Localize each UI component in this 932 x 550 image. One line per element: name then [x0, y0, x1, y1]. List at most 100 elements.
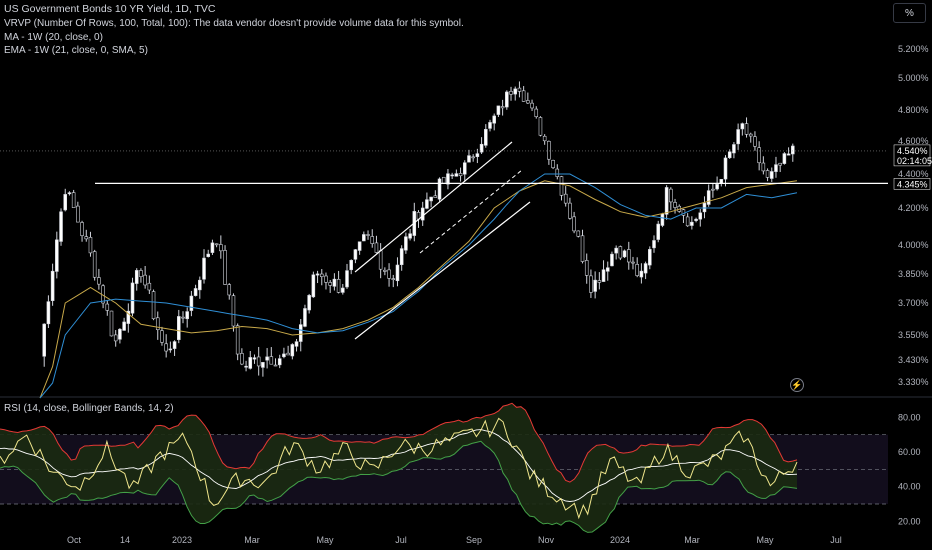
candle-body: [660, 213, 665, 226]
candle-body: [664, 187, 669, 215]
candle-body: [160, 330, 164, 343]
candle-body: [673, 202, 677, 208]
rsi-line: [0, 417, 798, 520]
price-tick-label: 3.330%: [898, 377, 929, 387]
candle-body: [370, 236, 375, 244]
candle-body: [429, 196, 433, 202]
price-tick-label: 3.700%: [898, 298, 929, 308]
candle-body: [227, 284, 232, 296]
candle-body: [198, 279, 202, 291]
candle-body: [147, 282, 152, 291]
rsi-tick-label: 40.00: [898, 482, 921, 492]
candle-body: [437, 178, 442, 200]
candle-body: [484, 129, 488, 146]
candle-body: [42, 323, 46, 357]
candle-body: [669, 188, 673, 203]
time-tick-label: Mar: [684, 535, 700, 545]
candle-body: [244, 365, 248, 368]
candle-body: [315, 273, 320, 276]
candle-body: [408, 233, 412, 239]
last-price-label: 02:14:05: [897, 156, 932, 166]
candle-body: [328, 282, 332, 286]
candle-body: [648, 249, 652, 266]
candle-body: [526, 100, 530, 104]
candle-body: [614, 247, 618, 254]
channel-mid-line: [419, 169, 523, 254]
percent-scale-button[interactable]: %: [893, 3, 926, 23]
rsi-lower-band: [0, 440, 798, 533]
lightning-icon[interactable]: ⚡: [790, 378, 804, 392]
time-tick-label: Jul: [395, 535, 407, 545]
candle-body: [500, 106, 505, 109]
candle-body: [462, 162, 467, 175]
candle-body: [517, 87, 522, 92]
time-tick-label: 2024: [610, 535, 630, 545]
candle-body: [732, 144, 736, 154]
candle-body: [551, 159, 555, 169]
time-tick-label: Nov: [538, 535, 555, 545]
vrvp-legend[interactable]: VRVP (Number Of Rows, 100, Total, 100): …: [4, 18, 464, 29]
candle-body: [580, 235, 585, 262]
candle-body: [652, 240, 656, 249]
candle-body: [80, 222, 84, 236]
candle-body: [395, 264, 400, 282]
ema-legend[interactable]: EMA - 1W (21, close, 0, SMA, 5): [4, 45, 148, 56]
candle-body: [273, 364, 278, 367]
candle-body: [92, 251, 97, 278]
candle-body: [488, 122, 492, 129]
candle-body: [126, 310, 131, 324]
price-tick-label: 5.000%: [898, 73, 929, 83]
candle-body: [753, 136, 757, 147]
candle-body: [84, 236, 89, 240]
candle-body: [404, 236, 408, 251]
rsi-tick-label: 80.00: [898, 412, 921, 422]
candle-body: [774, 164, 778, 172]
rsi-tick-label: 60.00: [898, 447, 921, 457]
rsi-legend[interactable]: RSI (14, close, Bollinger Bands, 14, 2): [4, 403, 174, 414]
candle-body: [715, 184, 719, 190]
candle-body: [601, 269, 606, 282]
candle-body: [538, 117, 543, 136]
price-axis: 5.200% 5.000% 4.800% 4.600% 4.400% 4.200% 4.00…: [898, 44, 929, 387]
last-price-label: 4.540%: [897, 146, 928, 156]
candle-body: [282, 353, 286, 358]
candle-body: [425, 199, 429, 209]
candle-body: [59, 211, 63, 242]
time-tick-label: 2023: [172, 535, 192, 545]
candle-body: [231, 295, 236, 327]
candle-body: [143, 274, 147, 286]
candle-body: [711, 188, 715, 191]
candle-body: [155, 317, 160, 330]
time-tick-label: May: [316, 535, 334, 545]
candle-body: [46, 301, 51, 325]
candle-body: [332, 278, 337, 287]
candle-body: [387, 269, 391, 279]
candle-body: [509, 91, 513, 95]
candle-body: [265, 356, 269, 361]
candle-body: [690, 221, 694, 226]
candle-body: [223, 250, 227, 285]
candle-body: [219, 244, 223, 252]
candle-body: [584, 260, 589, 276]
candle-body: [622, 250, 627, 258]
candle-body: [303, 308, 307, 327]
price-tick-label: 4.200%: [898, 203, 929, 213]
candle-body: [252, 357, 257, 360]
candle-body: [475, 153, 480, 157]
candle-body: [378, 250, 383, 270]
candle-body: [298, 324, 303, 342]
candle-body: [610, 253, 614, 267]
price-tick-label: 3.430%: [898, 355, 929, 365]
channel-lower-line: [354, 201, 531, 340]
candle-body: [206, 253, 210, 257]
ma-legend[interactable]: MA - 1W (20, close, 0): [4, 32, 103, 43]
rsi-bollinger-fill: [0, 403, 797, 533]
candles: [42, 81, 795, 377]
channel-upper-line: [354, 141, 513, 273]
candle-body: [618, 246, 623, 259]
candle-body: [168, 348, 173, 351]
candle-body: [63, 194, 68, 211]
candle-body: [210, 242, 215, 253]
candle-body: [181, 316, 185, 319]
